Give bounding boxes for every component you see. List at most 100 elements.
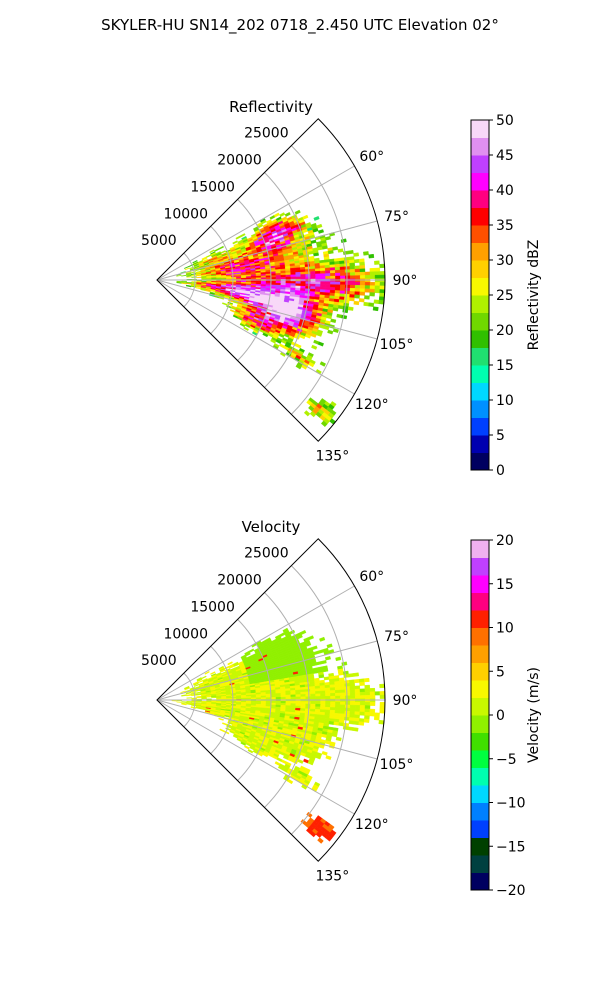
colorbar-swatch <box>471 137 489 156</box>
data-cell <box>310 271 316 275</box>
data-cell <box>320 270 326 274</box>
data-cell <box>300 696 306 700</box>
data-cell <box>227 661 233 666</box>
data-cell <box>275 275 282 278</box>
data-cell <box>344 266 351 270</box>
data-cell <box>359 261 365 266</box>
colorbar-swatch <box>471 277 489 296</box>
data-cell <box>184 687 190 691</box>
data-cell <box>315 696 321 700</box>
data-cell <box>287 778 294 785</box>
data-cell <box>316 223 323 229</box>
data-cell <box>359 695 366 699</box>
data-cell <box>313 252 319 257</box>
data-cell <box>295 343 302 349</box>
data-cell <box>338 671 344 676</box>
data-cell <box>369 285 376 290</box>
data-cell <box>330 284 336 288</box>
data-cell <box>181 701 187 703</box>
data-cell <box>320 281 326 285</box>
data-cell <box>342 308 349 314</box>
colorbar-tick-label: 40 <box>496 183 514 199</box>
data-cell <box>349 287 356 292</box>
data-cell <box>349 685 356 690</box>
data-cell <box>324 687 331 692</box>
data-cell <box>336 313 343 319</box>
data-cell <box>302 214 309 220</box>
data-cell <box>340 272 346 277</box>
colorbar-swatch <box>471 207 489 226</box>
data-cell <box>206 695 212 698</box>
data-cell <box>347 249 354 255</box>
data-cell <box>223 730 230 735</box>
data-cell <box>350 275 356 280</box>
data-cell <box>305 701 311 705</box>
data-cell <box>280 281 287 284</box>
data-cell <box>190 273 197 276</box>
data-cell <box>374 691 381 696</box>
data-cell <box>320 276 326 280</box>
colorbar-swatch <box>471 155 489 173</box>
azimuth-spoke <box>156 279 378 340</box>
data-cell <box>359 711 366 716</box>
data-cell <box>359 708 366 713</box>
data-cell <box>353 720 360 726</box>
data-cell <box>191 698 197 700</box>
colorbar-swatch <box>471 347 489 366</box>
data-cell <box>374 289 381 294</box>
data-cell <box>303 410 311 417</box>
data-cell <box>359 681 365 686</box>
data-cell <box>340 284 346 289</box>
data-cell <box>379 292 385 298</box>
data-cell <box>176 700 182 702</box>
colorbar-tick-label: −20 <box>496 883 526 899</box>
data-cell <box>295 691 301 695</box>
data-cell <box>349 265 356 270</box>
data-cell <box>300 703 306 707</box>
data-cell <box>329 707 336 711</box>
colorbar-swatch <box>471 662 489 681</box>
data-cell <box>338 722 345 727</box>
data-cell <box>218 245 224 250</box>
data-cell <box>190 271 197 274</box>
data-cell <box>315 281 321 285</box>
data-cell <box>265 277 272 280</box>
data-cell <box>243 326 249 331</box>
colorbar-tick-label: 25 <box>496 288 514 304</box>
data-cell <box>354 265 361 270</box>
data-cell <box>313 650 320 656</box>
colorbar-tick-label: 50 <box>496 113 514 129</box>
data-cell <box>329 267 336 271</box>
data-cell <box>363 718 370 723</box>
data-cell <box>344 707 351 712</box>
data-cell <box>334 266 341 271</box>
range-tick-label: 5000 <box>141 653 177 669</box>
data-cell <box>355 695 361 700</box>
colorbar-tick-label: 15 <box>496 577 514 593</box>
data-cell <box>305 642 312 647</box>
data-cell <box>358 721 365 726</box>
data-cell <box>300 691 306 695</box>
data-cell <box>330 701 336 705</box>
data-cell <box>221 722 228 726</box>
colorbar-tick-label: 10 <box>496 621 514 637</box>
data-cell <box>300 283 306 287</box>
colorbar-tick-label: 10 <box>496 393 514 409</box>
colorbar-swatch <box>471 837 489 856</box>
data-cell <box>320 690 326 694</box>
data-cell <box>348 673 355 678</box>
colorbar-swatch <box>471 610 489 628</box>
colorbar-swatch <box>471 190 489 208</box>
data-cell <box>335 284 341 288</box>
data-cell <box>255 277 262 280</box>
data-cell <box>311 645 318 651</box>
data-cell <box>342 725 349 731</box>
data-cell <box>196 276 202 279</box>
data-cell <box>310 703 316 707</box>
data-cell <box>294 209 301 215</box>
colorbar: 0 5 10 15 20 25 30 35 40 45 50 Reflectivity dBZ <box>470 113 542 479</box>
data-cell <box>349 262 355 267</box>
data-cell <box>300 274 306 278</box>
data-cell <box>239 233 246 238</box>
data-cell <box>359 691 366 696</box>
